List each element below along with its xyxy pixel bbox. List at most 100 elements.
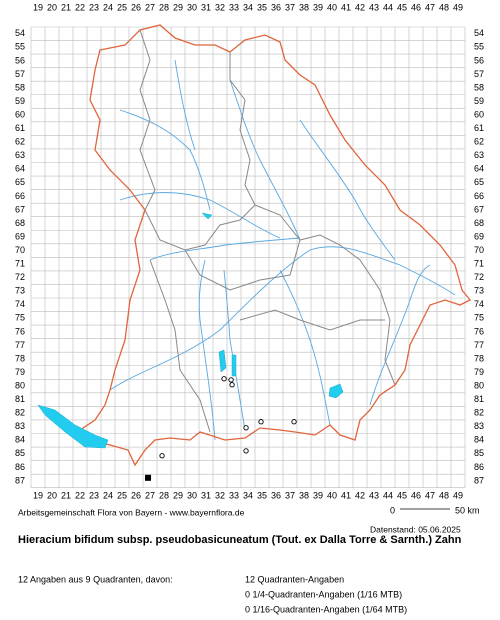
row-label: 83 [474, 421, 484, 431]
column-label: 36 [271, 2, 281, 12]
column-label: 38 [299, 490, 309, 500]
record-square [145, 474, 152, 481]
lake-brombach [201, 212, 213, 220]
column-label: 20 [47, 2, 57, 12]
row-label: 75 [474, 313, 484, 323]
column-label: 20 [47, 490, 57, 500]
column-label: 28 [159, 490, 169, 500]
column-label: 49 [453, 2, 463, 12]
records [145, 376, 297, 481]
row-label: 70 [474, 245, 484, 255]
row-label: 61 [15, 123, 25, 133]
column-label: 36 [271, 490, 281, 500]
row-label: 54 [15, 28, 25, 38]
column-label: 37 [285, 490, 295, 500]
row-label: 60 [15, 109, 25, 119]
row-label: 71 [15, 259, 25, 269]
row-label: 68 [15, 218, 25, 228]
column-label: 39 [313, 2, 323, 12]
row-label: 57 [474, 69, 484, 79]
column-label: 22 [75, 2, 85, 12]
column-label: 26 [131, 490, 141, 500]
column-label: 46 [411, 490, 421, 500]
column-label: 48 [439, 2, 449, 12]
column-label: 30 [187, 2, 197, 12]
scale-end: 50 km [455, 505, 480, 515]
row-label: 85 [15, 448, 25, 458]
column-label: 35 [257, 2, 267, 12]
credit: Arbeitsgemeinschaft Flora von Bayern - w… [18, 507, 245, 517]
column-label: 21 [61, 2, 71, 12]
row-label: 78 [474, 353, 484, 363]
row-label: 66 [474, 191, 484, 201]
column-label: 47 [425, 490, 435, 500]
column-label: 27 [145, 2, 155, 12]
lake-ammersee [218, 349, 227, 373]
row-label: 87 [15, 475, 25, 485]
row-label: 86 [15, 462, 25, 472]
border-district [139, 29, 396, 433]
column-label: 40 [327, 2, 337, 12]
column-label: 43 [369, 2, 379, 12]
column-label: 42 [355, 490, 365, 500]
row-label: 69 [474, 231, 484, 241]
column-label: 31 [201, 2, 211, 12]
row-label: 84 [15, 435, 25, 445]
row-label: 68 [474, 218, 484, 228]
row-label: 77 [474, 340, 484, 350]
date: Datenstand: 05.06.2025 [370, 524, 461, 534]
record-circle [258, 419, 264, 425]
grid: 19 19 20 20 21 21 22 22 23 23 24 24 25 25 26 26 27 27 28 28… [15, 2, 484, 500]
column-label: 23 [89, 2, 99, 12]
row-label: 58 [474, 82, 484, 92]
row-label: 61 [474, 123, 484, 133]
row-label: 74 [15, 299, 25, 309]
column-label: 45 [397, 490, 407, 500]
row-label: 63 [474, 150, 484, 160]
column-label: 27 [145, 490, 155, 500]
count: 0 1/4-Quadranten-Angaben (1/16 MTB) [245, 589, 402, 599]
row-label: 59 [15, 96, 25, 106]
column-label: 45 [397, 2, 407, 12]
row-label: 56 [474, 55, 484, 65]
column-label: 34 [243, 490, 253, 500]
record-circle [243, 425, 249, 431]
row-label: 80 [15, 380, 25, 390]
row-label: 64 [15, 164, 25, 174]
row-label: 71 [474, 259, 484, 269]
record-circle [159, 453, 165, 459]
row-label: 54 [474, 28, 484, 38]
column-label: 28 [159, 2, 169, 12]
record-circle [229, 382, 235, 388]
column-label: 34 [243, 2, 253, 12]
column-label: 30 [187, 490, 197, 500]
row-label: 77 [15, 340, 25, 350]
row-label: 67 [15, 204, 25, 214]
row-label: 62 [474, 137, 484, 147]
row-label: 84 [474, 435, 484, 445]
column-label: 46 [411, 2, 421, 12]
column-label: 41 [341, 2, 351, 12]
row-label: 57 [15, 69, 25, 79]
column-label: 33 [229, 490, 239, 500]
column-label: 48 [439, 490, 449, 500]
record-circle [221, 376, 227, 382]
column-label: 29 [173, 490, 183, 500]
row-label: 67 [474, 204, 484, 214]
summary: 12 Angaben aus 9 Quadranten, davon: [18, 574, 173, 584]
column-label: 49 [453, 490, 463, 500]
row-label: 72 [15, 272, 25, 282]
lake-chiemsee [328, 383, 344, 399]
row-label: 86 [474, 462, 484, 472]
column-label: 29 [173, 2, 183, 12]
row-label: 81 [15, 394, 25, 404]
row-label: 83 [15, 421, 25, 431]
column-label: 37 [285, 2, 295, 12]
column-label: 21 [61, 490, 71, 500]
column-label: 41 [341, 490, 351, 500]
row-label: 55 [15, 42, 25, 52]
column-label: 24 [103, 490, 113, 500]
column-label: 26 [131, 2, 141, 12]
row-label: 72 [474, 272, 484, 282]
